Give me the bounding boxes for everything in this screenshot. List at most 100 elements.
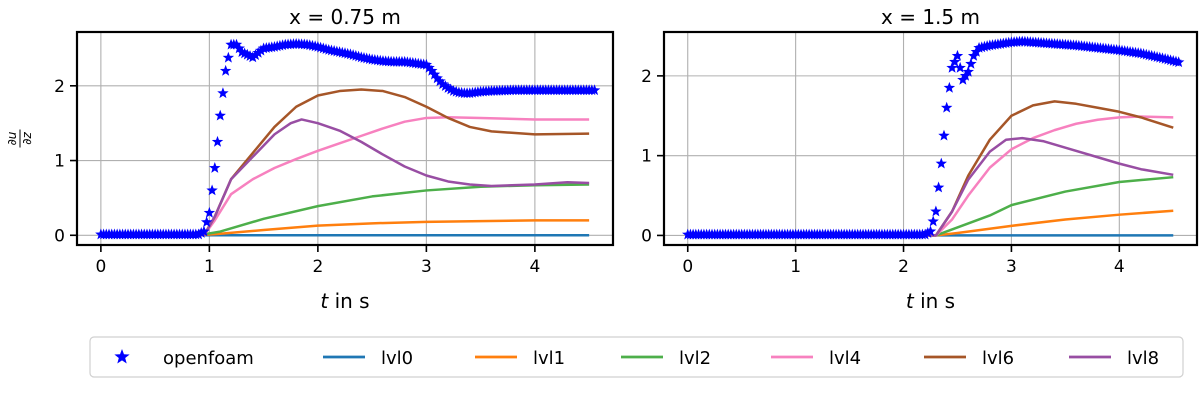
data-point-openfoam (949, 55, 961, 67)
data-point-openfoam (1172, 56, 1185, 68)
series-line-lvl4 (100, 115, 590, 237)
data-point-openfoam (211, 135, 224, 147)
data-point-openfoam (420, 58, 433, 70)
data-point-openfoam (423, 61, 435, 73)
y-tick-label: 0 (641, 226, 652, 246)
data-point-openfoam (442, 82, 454, 93)
y-label-numerator: ∂u (5, 131, 19, 145)
data-point-openfoam (200, 216, 213, 228)
legend-label: lvl2 (679, 348, 711, 369)
legend-star-marker (114, 349, 130, 364)
x-axis-label: t in s (320, 289, 369, 313)
data-point-openfoam (954, 61, 966, 73)
data-point-openfoam (209, 162, 221, 173)
data-point-openfoam (198, 225, 210, 237)
data-point-openfoam (219, 64, 232, 76)
data-point-openfoam (927, 215, 939, 227)
y-tick-label: 0 (54, 226, 65, 246)
legend-entry-lvl0: lvl0 (323, 348, 413, 369)
series-line-lvl8 (687, 136, 1174, 237)
data-point-openfoam (588, 84, 601, 96)
data-point-openfoam (436, 78, 449, 90)
data-point-openfoam (230, 38, 243, 50)
legend-entry-lvl8: lvl8 (1069, 348, 1159, 369)
data-point-openfoam (206, 184, 218, 196)
data-point-openfoam (930, 205, 942, 217)
data-point-openfoam (932, 181, 945, 193)
series-line-lvl8 (100, 118, 590, 237)
legend: openfoam lvl0 lvl1 lvl2 lvl4 lvl6 lvl8 (89, 336, 1184, 378)
legend-entry-lvl6: lvl6 (924, 348, 1014, 369)
panel-title: x = 0.75 m (289, 5, 401, 29)
plot-area (682, 35, 1185, 240)
data-point-openfoam (922, 227, 934, 238)
plot-area (95, 37, 601, 240)
legend-label: lvl1 (533, 348, 565, 369)
data-point-openfoam (249, 49, 262, 61)
data-point-openfoam (217, 87, 229, 99)
data-point-openfoam (962, 65, 974, 77)
data-point-openfoam (919, 228, 931, 240)
legend-entry-lvl2: lvl2 (621, 348, 711, 369)
x-tick-label: 2 (312, 257, 323, 277)
panel-title: x = 1.5 m (881, 5, 980, 29)
data-point-openfoam (439, 80, 452, 92)
data-point-openfoam (938, 129, 950, 141)
data-point-openfoam (445, 83, 457, 95)
data-point-openfoam (940, 101, 953, 113)
y-tick-label: 2 (54, 77, 65, 97)
y-tick-label: 2 (641, 67, 652, 87)
data-point-openfoam (192, 228, 205, 240)
data-point-openfoam (924, 225, 937, 237)
legend-label: lvl4 (829, 348, 861, 369)
data-point-openfoam (233, 42, 245, 54)
data-point-openfoam (965, 57, 977, 69)
legend-label: lvl8 (1127, 348, 1159, 369)
x-tick-label: 4 (529, 257, 540, 277)
data-point-openfoam (214, 109, 226, 121)
data-point-openfoam (255, 44, 267, 56)
left-subplot: 0 1 2 3 4 0 1 2 x = 0.75 m t in s ∂u ∂z (5, 5, 615, 313)
data-point-openfoam (247, 51, 259, 63)
series-openfoam (95, 37, 601, 240)
x-tick-label: 3 (421, 257, 432, 277)
data-point-openfoam (426, 64, 438, 76)
x-tick-label: 2 (898, 257, 909, 277)
series-line-lvl2 (687, 175, 1174, 237)
data-point-openfoam (252, 46, 264, 58)
data-point-openfoam (935, 157, 947, 169)
data-point-openfoam (203, 206, 216, 218)
y-axis-label: ∂u ∂z (5, 129, 34, 148)
series-openfoam (682, 35, 1185, 240)
data-point-openfoam (943, 81, 956, 93)
x-tick-label: 1 (790, 257, 801, 277)
data-point-openfoam (222, 51, 235, 63)
legend-label: openfoam (163, 348, 254, 369)
data-point-openfoam (951, 49, 964, 61)
x-tick-label: 0 (682, 257, 693, 277)
series-line-lvl2 (100, 183, 590, 237)
axes-frame (75, 30, 615, 247)
x-tick-label: 4 (1114, 257, 1125, 277)
axes-frame (662, 30, 1199, 247)
legend-label: lvl0 (381, 348, 413, 369)
data-point-openfoam (434, 75, 446, 87)
data-point-openfoam (946, 61, 958, 73)
y-tick-label: 1 (641, 147, 652, 167)
legend-entry-openfoam: openfoam (114, 348, 254, 369)
data-point-openfoam (195, 227, 207, 238)
data-point-openfoam (431, 72, 443, 84)
y-tick-label: 1 (54, 152, 65, 172)
data-point-openfoam (428, 68, 441, 80)
y-label-denominator: ∂z (20, 132, 34, 145)
legend-entry-lvl1: lvl1 (475, 348, 565, 369)
x-tick-label: 1 (204, 257, 215, 277)
legend-label: lvl6 (982, 348, 1014, 369)
right-subplot: 0 1 2 3 4 0 1 2 x = 1.5 m t in s (641, 5, 1199, 313)
x-tick-label: 0 (95, 257, 106, 277)
x-tick-label: 3 (1006, 257, 1017, 277)
series-line-lvl6 (100, 88, 590, 237)
series-line-lvl4 (687, 115, 1174, 237)
x-axis-label: t in s (906, 289, 955, 313)
